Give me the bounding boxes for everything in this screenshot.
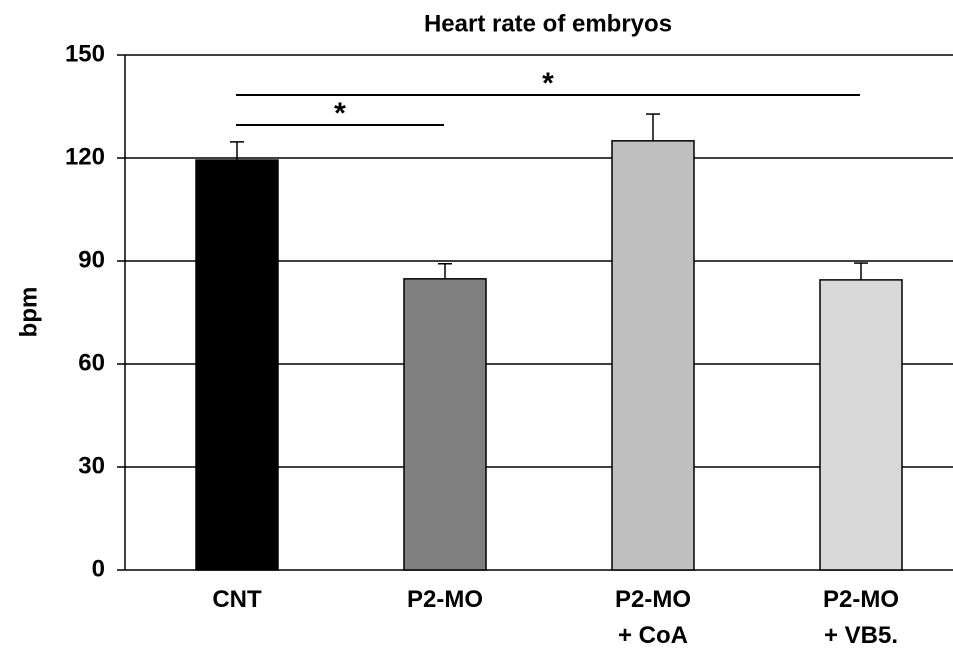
y-tick-label: 60	[78, 349, 105, 376]
x-tick-label: CNT	[212, 586, 262, 613]
x-tick-label-line: P2-MO	[615, 586, 691, 613]
x-tick-label-line: CNT	[212, 586, 262, 613]
y-axis-label: bpm	[15, 287, 42, 338]
significance-mark: *	[542, 67, 554, 100]
x-tick-label: P2-MO	[407, 586, 483, 613]
significance-mark: *	[334, 97, 346, 130]
bar	[611, 140, 695, 571]
y-tick-label: 120	[65, 143, 105, 170]
x-tick-label: P2-MO + CoA	[615, 586, 691, 649]
bar	[819, 279, 903, 571]
bar	[195, 159, 279, 571]
chart-title: Heart rate of embryos	[424, 10, 672, 37]
y-tick-label: 30	[78, 452, 105, 479]
x-tick-label-line: P2-MO	[407, 586, 483, 613]
x-tick-label-line: P2-MO	[823, 586, 899, 613]
x-tick-label-line: + VB5.	[824, 622, 898, 649]
y-tick-label: 150	[65, 40, 105, 67]
y-tick-label: 0	[92, 555, 105, 582]
y-tick-label: 90	[78, 246, 105, 273]
bar	[403, 278, 487, 571]
x-tick-label: P2-MO + VB5.	[823, 586, 899, 649]
x-tick-label-line: + CoA	[618, 622, 688, 649]
